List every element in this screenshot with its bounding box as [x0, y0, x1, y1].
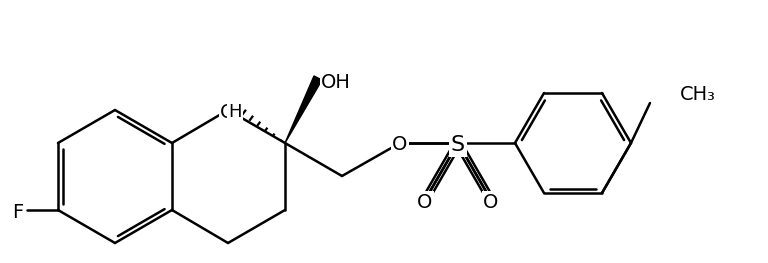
Text: O: O	[392, 135, 408, 154]
Text: O: O	[483, 193, 498, 211]
Text: F: F	[12, 203, 24, 221]
Polygon shape	[285, 76, 322, 143]
Text: OH: OH	[321, 73, 351, 93]
Text: O: O	[417, 193, 432, 211]
Text: CH₃: CH₃	[680, 85, 716, 104]
Text: H: H	[228, 103, 242, 121]
Text: O: O	[220, 103, 236, 122]
Text: S: S	[451, 135, 465, 155]
